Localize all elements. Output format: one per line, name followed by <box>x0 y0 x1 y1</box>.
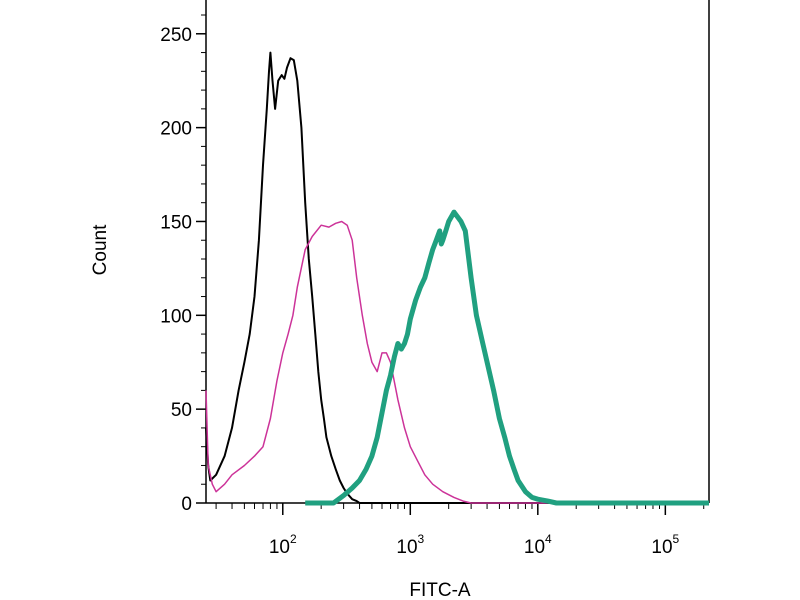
series-3-histogram-line <box>305 209 709 506</box>
y-tick-label: 50 <box>171 400 192 421</box>
y-tick-label: 250 <box>160 25 192 46</box>
x-tick-label: 105 <box>651 532 679 558</box>
x-axis-label: FITC-A <box>409 580 471 600</box>
y-tick-label: 150 <box>160 212 192 233</box>
y-axis-label: Count <box>90 224 111 275</box>
series-layer <box>205 51 709 506</box>
series-2-histogram-line <box>205 220 709 504</box>
x-tick-label: 104 <box>524 532 552 558</box>
x-tick-label: 103 <box>396 532 424 558</box>
y-tick-label: 100 <box>160 306 192 327</box>
y-axis-ticks: 0 50 100 150 200 250 <box>160 14 206 515</box>
x-tick-label: 102 <box>269 532 297 558</box>
x-axis-ticks: 102 103 104 105 <box>215 503 705 558</box>
series-1-histogram-line <box>205 51 709 504</box>
y-tick-label: 200 <box>160 119 192 140</box>
y-tick-label: 0 <box>181 494 192 515</box>
